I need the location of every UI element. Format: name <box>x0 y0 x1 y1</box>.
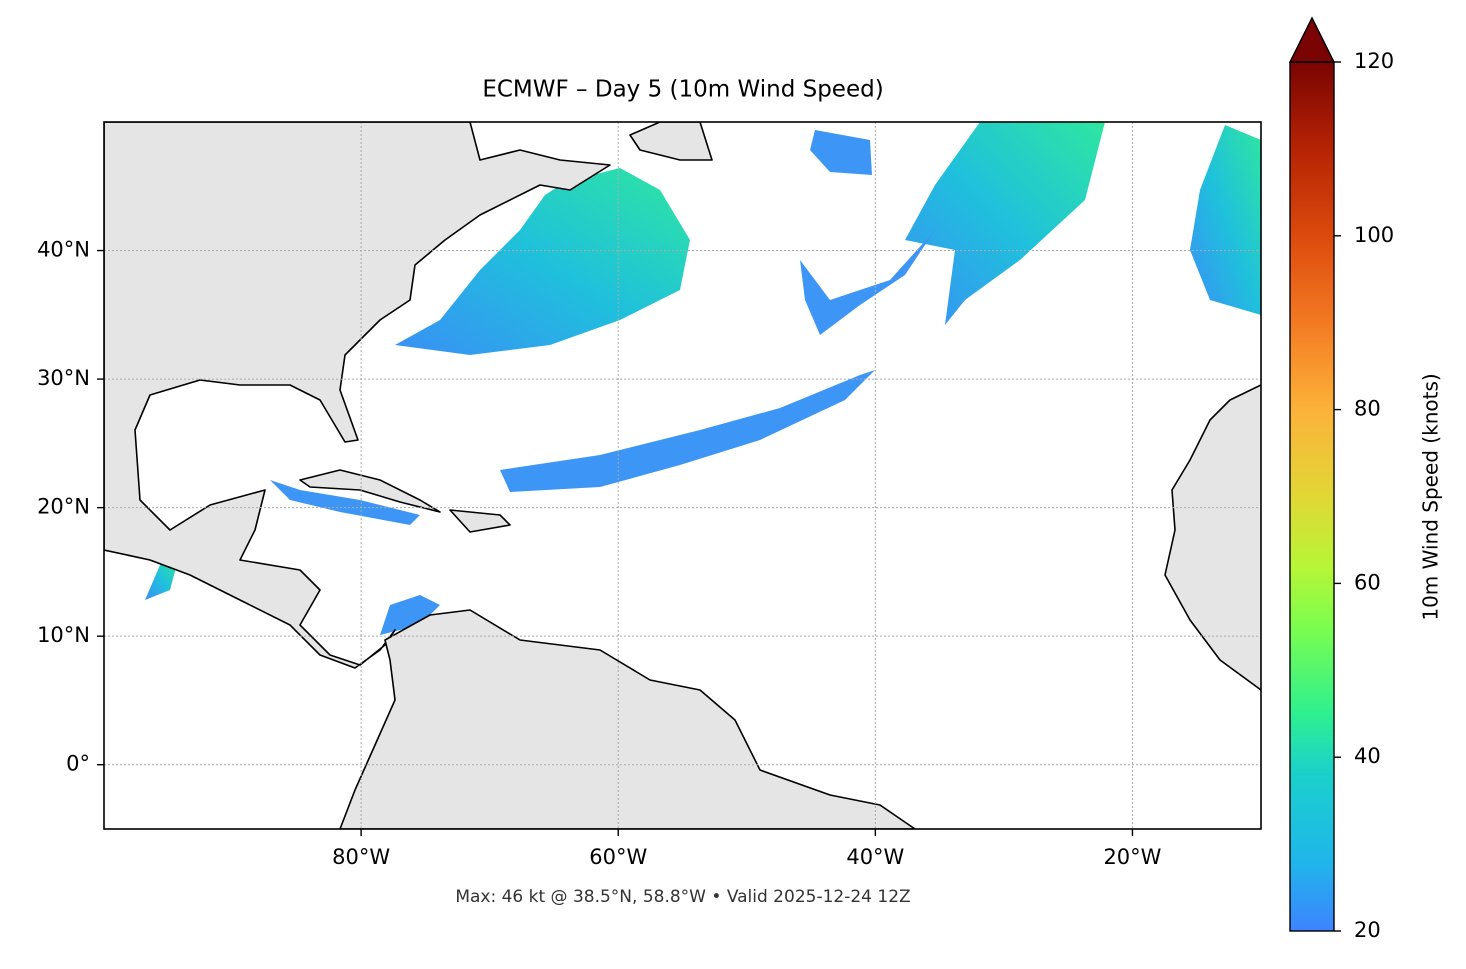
south-america <box>339 609 916 829</box>
colorbar-tick-label: 40 <box>1354 744 1381 768</box>
wind-swath <box>500 370 875 492</box>
y-tick-label: 0° <box>66 752 90 776</box>
wind-swath <box>810 130 872 175</box>
x-tick-label: 20°W <box>1103 845 1161 869</box>
wind-swath <box>380 595 440 635</box>
colorbar-label: 10m Wind Speed (knots) <box>1419 373 1443 620</box>
x-tick-label: 40°W <box>846 845 904 869</box>
north-america <box>104 122 611 669</box>
y-tick-label: 40°N <box>37 238 90 262</box>
chart-title: ECMWF – Day 5 (10m Wind Speed) <box>482 77 883 103</box>
wind-swath <box>270 480 420 525</box>
newfoundland <box>629 122 713 161</box>
cuba <box>299 469 441 513</box>
africa <box>1164 384 1261 691</box>
footnote: Max: 46 kt @ 38.5°N, 58.8°W • Valid 2025… <box>455 887 910 907</box>
plot-frame <box>103 121 1262 830</box>
colorbar-tick-label: 100 <box>1354 223 1394 247</box>
y-tick-label: 10°N <box>37 623 90 647</box>
x-tick-label: 60°W <box>589 845 647 869</box>
map-area <box>104 122 1261 829</box>
colorbar-tick-label: 120 <box>1354 49 1394 73</box>
grid <box>104 122 1261 829</box>
wind-swath <box>905 122 1105 325</box>
colorbar-tick-label: 20 <box>1354 918 1381 942</box>
wind-swath <box>145 560 178 600</box>
wind-swath <box>800 230 935 335</box>
colorbar-extend <box>1288 16 1336 63</box>
colorbar <box>1289 61 1335 932</box>
x-tick-label: 80°W <box>332 845 390 869</box>
wind-swath <box>395 168 690 355</box>
hispaniola <box>449 509 511 533</box>
y-tick-label: 20°N <box>37 495 90 519</box>
colorbar-tick-label: 80 <box>1354 397 1381 421</box>
wind-swath <box>1190 125 1261 315</box>
wind-field <box>145 122 1261 635</box>
land <box>104 122 1261 829</box>
y-tick-label: 30°N <box>37 366 90 390</box>
colorbar-tick-label: 60 <box>1354 570 1381 594</box>
